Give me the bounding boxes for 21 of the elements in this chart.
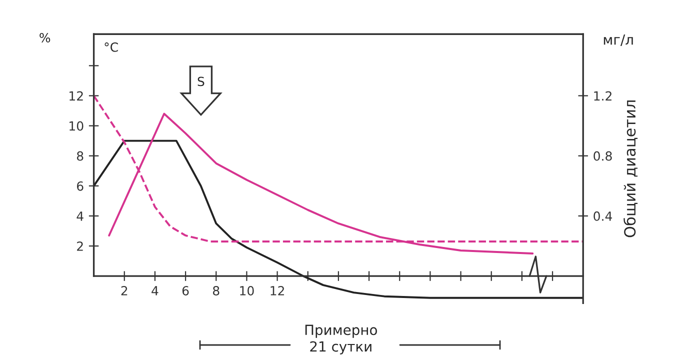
x-tick-label: 10 bbox=[240, 286, 254, 296]
x-tick-label: 6 bbox=[182, 286, 189, 296]
text: Примерно 21 сутки bbox=[305, 324, 377, 354]
y2-tick-label: 0.4 bbox=[594, 211, 612, 221]
y2-tick-label: 1.2 bbox=[594, 91, 612, 100]
y2-axis-title: Общий диацетил bbox=[624, 100, 638, 238]
annotation: S bbox=[198, 76, 204, 86]
y-tick-label: 12 bbox=[70, 91, 83, 100]
annotation: °C bbox=[104, 42, 118, 52]
y-tick-label: 10 bbox=[70, 121, 84, 131]
y-tick-label: 6 bbox=[77, 181, 84, 191]
x-tick-label: 4 bbox=[152, 286, 158, 296]
y-tick-label: 4 bbox=[76, 212, 84, 221]
y-tick-label: 8 bbox=[76, 151, 84, 161]
y-axis-title: % bbox=[40, 33, 50, 42]
y2-tick-label: 0.8 bbox=[594, 151, 612, 161]
text: мг/л bbox=[604, 34, 633, 46]
x-tick-label: 8 bbox=[212, 286, 220, 296]
x-tick-label: 2 bbox=[121, 286, 128, 296]
y-tick-label: 2 bbox=[77, 241, 83, 251]
x-tick-label: 12 bbox=[270, 286, 284, 296]
